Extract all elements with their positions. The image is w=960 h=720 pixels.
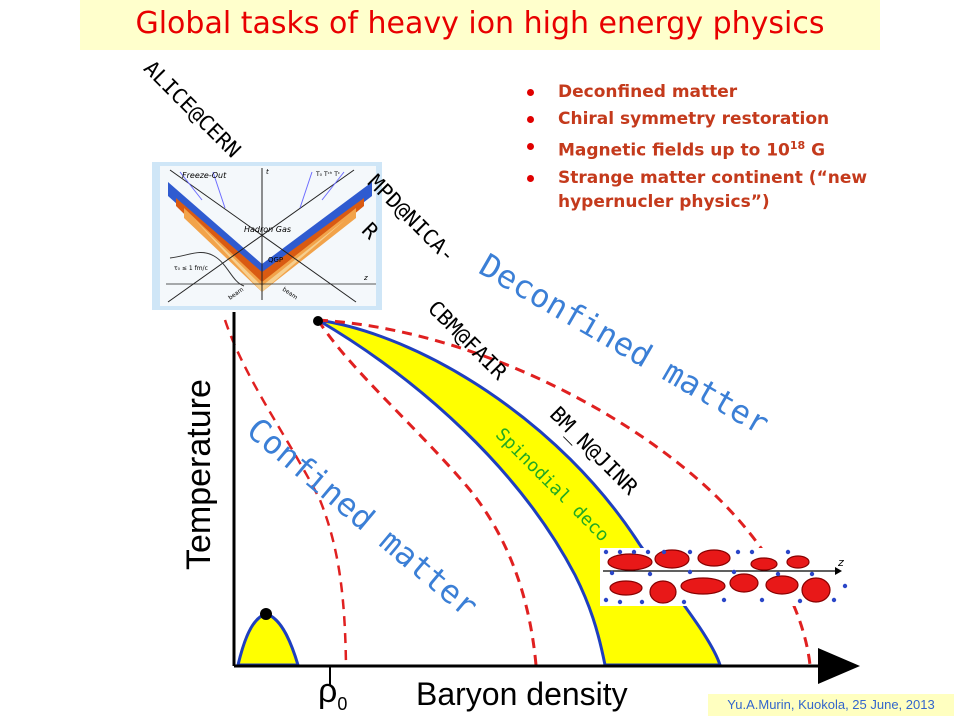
inset-freeze-out: Freeze-Out [182, 171, 227, 180]
bullet-icon [527, 143, 534, 150]
inset-z-label: z [363, 274, 368, 282]
y-axis-label: Temperature [180, 379, 218, 570]
bullet-item: Strange matter continent (“new hypernucl… [520, 166, 940, 214]
inset-tau: τ₀ ≤ 1 fm/c [174, 265, 208, 272]
inset-tfo: T₀ Tᶜʰ Tᶜ [315, 171, 340, 178]
bullet-item: Deconfined matter [520, 80, 940, 104]
critical-point-lower [260, 608, 272, 620]
inset-t-label: t [266, 168, 269, 176]
bullet-item: Chiral symmetry restoration [520, 107, 940, 131]
footer-credit: Yu.A.Murin, Kuokola, 25 June, 2013 [708, 694, 954, 716]
title-bar: Global tasks of heavy ion high energy ph… [80, 0, 880, 50]
x-axis-arrow [818, 648, 860, 684]
inset-hadron-gas: Hadron Gas [244, 225, 291, 234]
bullet-icon [527, 89, 534, 96]
lower-spinodal-dashed [316, 319, 538, 666]
x-axis-label: Baryon density [416, 676, 628, 712]
rho0-label: ρ0 [318, 672, 348, 714]
bullet-icon [527, 174, 534, 182]
bullet-icon [527, 116, 534, 123]
collision-inset [600, 548, 848, 606]
bullet-list: Deconfined matter Chiral symmetry restor… [520, 80, 940, 217]
inset-qgp: QGP [268, 256, 283, 264]
upper-spinodal-dashed [317, 318, 812, 666]
tube-axis-label: z [837, 556, 844, 569]
spacetime-inset [152, 162, 382, 310]
nuclear-liquid-gas-region [236, 612, 301, 667]
inner-dashed-curve [223, 319, 348, 666]
bullet-item: Magnetic fields up to 1018 G [520, 134, 940, 163]
critical-point-upper [313, 316, 323, 326]
slide-title: Global tasks of heavy ion high energy ph… [135, 6, 825, 41]
